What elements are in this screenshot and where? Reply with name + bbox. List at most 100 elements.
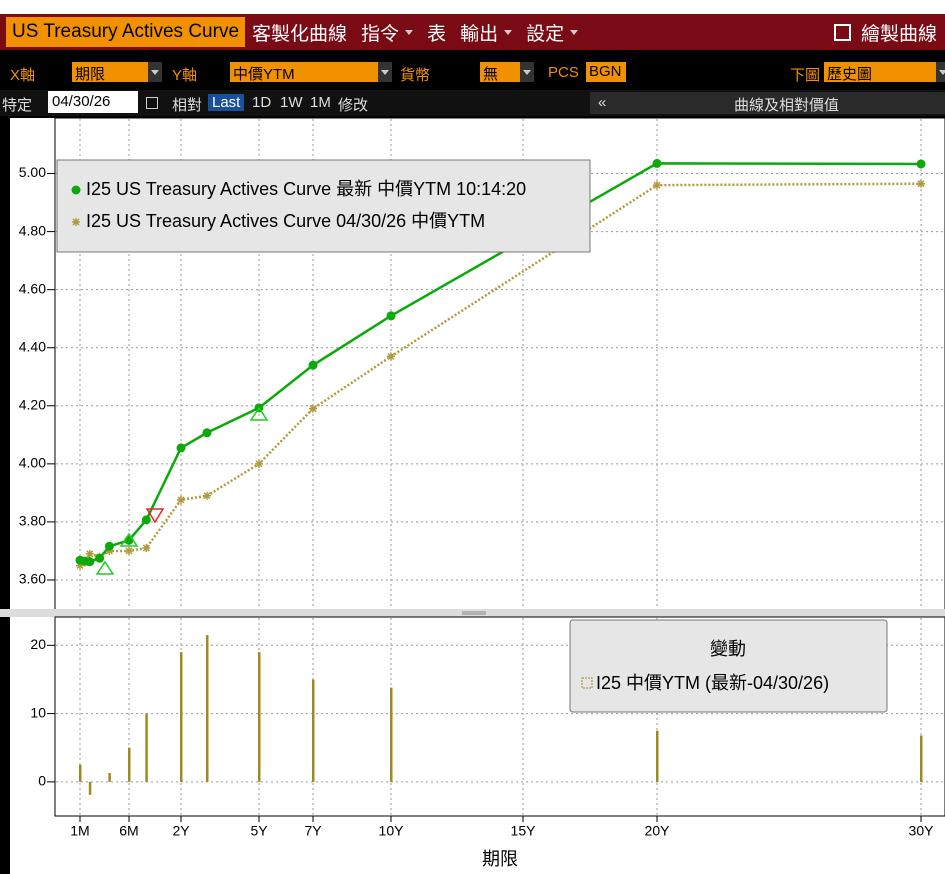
bar <box>108 772 111 782</box>
panel-header <box>590 92 945 114</box>
option[interactable]: 1M <box>310 94 331 111</box>
legend-label: I25 US Treasury Actives Curve 04/30/26 中… <box>86 211 485 231</box>
bar <box>390 687 393 782</box>
y-tick-label: 5.00 <box>19 164 46 180</box>
dropdown-arrow <box>378 62 392 82</box>
menu[interactable]: 客製化曲線 <box>245 19 354 46</box>
menu[interactable]: 設定 <box>519 19 585 46</box>
y-tick-label: 4.40 <box>19 338 46 354</box>
marker <box>72 218 80 226</box>
bar <box>79 764 82 782</box>
date-controls: 特定 04/30/26 相對 Last 1D 1W 1M 修改 « 曲線及相對價… <box>0 90 945 116</box>
menu[interactable]: 指令 <box>354 19 420 46</box>
y-tick-label: 4.80 <box>19 222 46 238</box>
marker <box>386 311 396 321</box>
y-tick-label: 10 <box>30 704 46 720</box>
menu-label: 表 <box>427 23 447 45</box>
menu-label: 設定 <box>526 23 565 45</box>
splitter[interactable] <box>0 609 945 617</box>
grid: 1M 6M 2Y 5Y 7Y 10Y 15Y 20Y 30Y 期限 3.60 3.80 4.00 4.20… <box>19 119 944 869</box>
bar <box>312 679 315 782</box>
control-label: PCS <box>548 64 579 81</box>
y-tick-label: 4.00 <box>19 455 46 471</box>
action-label: 繪製曲線 <box>860 23 937 45</box>
dropdown[interactable]: 無 <box>480 62 520 83</box>
bar <box>128 747 131 782</box>
bar <box>258 652 261 782</box>
signal-down <box>145 508 165 524</box>
toolbar-title[interactable]: US Treasury Actives Curve <box>6 17 246 47</box>
x-tick-label: 5Y <box>250 823 268 839</box>
collapse[interactable]: « <box>598 94 607 111</box>
option[interactable]: 修改 <box>338 97 369 114</box>
marker <box>255 459 263 468</box>
marks <box>75 158 926 795</box>
control-label: 相對 <box>172 97 203 114</box>
control-label: 特定 <box>2 97 33 114</box>
option[interactable]: 1W <box>280 94 303 111</box>
calendar-icon[interactable] <box>146 97 158 109</box>
dropdown-arrow <box>936 62 945 82</box>
marker <box>142 544 151 553</box>
y-tick-label: 3.60 <box>19 571 46 587</box>
marker <box>203 491 211 500</box>
marker <box>653 181 661 190</box>
x-tick-label: 6M <box>119 823 138 839</box>
menu-label: 客製化曲線 <box>252 23 348 45</box>
marker <box>95 553 105 563</box>
menu-label: 指令 <box>361 23 400 45</box>
option[interactable]: Last <box>208 94 245 111</box>
input[interactable]: BGN <box>586 62 626 82</box>
dropdown[interactable]: 期限 <box>72 62 148 83</box>
panel-title: 曲線及相對價值 <box>734 97 840 114</box>
marker <box>85 557 95 567</box>
y-tick-label: 4.20 <box>19 396 46 412</box>
caret <box>504 29 513 35</box>
dropdown[interactable]: 歷史圖 <box>824 62 936 83</box>
action-button[interactable]: 繪製曲線 <box>833 19 937 46</box>
marker <box>141 515 151 525</box>
marker <box>125 546 133 555</box>
marker <box>76 561 84 570</box>
x-axis-title: 期限 <box>482 849 518 869</box>
marker <box>387 352 395 361</box>
control-label: Y軸 <box>172 67 198 84</box>
caret <box>405 29 414 35</box>
legend-label: I25 中價YTM (最新-04/30/26) <box>596 673 829 693</box>
marker <box>105 546 114 555</box>
y-tick-label: 20 <box>30 636 46 652</box>
y-tick-label: 0 <box>38 773 46 789</box>
marker <box>124 535 134 545</box>
axis-controls: X軸 期限 Y軸 中價YTM 貨幣 無 PCS BGN 下圖 歷史圖 <box>8 60 945 86</box>
option[interactable]: 1D <box>252 94 272 111</box>
y-tick-label: 4.60 <box>19 280 46 296</box>
legend-label: I25 US Treasury Actives Curve 最新 中價YTM 1… <box>86 179 526 199</box>
marker <box>85 549 94 558</box>
x-tick-label: 20Y <box>645 823 671 839</box>
marker <box>104 541 114 551</box>
dropdown[interactable]: 中價YTM <box>230 62 378 83</box>
toolbar: US Treasury Actives Curve 客製化曲線 指令 表 輸出 … <box>0 14 945 50</box>
x-tick-label: 10Y <box>379 823 405 839</box>
legends: I25 US Treasury Actives Curve 最新 中價YTM 1… <box>56 159 888 713</box>
bar <box>180 652 183 782</box>
x-tick-label: 15Y <box>511 823 537 839</box>
marker <box>308 360 318 370</box>
x-tick-label: 7Y <box>304 823 322 839</box>
menu[interactable]: 輸出 <box>453 19 519 46</box>
date-input[interactable]: 04/30/26 <box>48 91 138 113</box>
marker <box>71 185 81 195</box>
marker <box>176 443 186 453</box>
dropdown-arrow <box>148 62 162 82</box>
signal-up <box>95 560 115 575</box>
dropdown-arrow <box>520 62 534 82</box>
legend-box <box>569 619 888 713</box>
control-label: 下圖 <box>790 67 821 84</box>
top-margin <box>0 0 945 14</box>
legend-box <box>56 159 591 253</box>
bar <box>920 735 923 782</box>
menu[interactable]: 表 <box>420 19 453 46</box>
x-tick-label: 1M <box>70 823 89 839</box>
x-tick-label: 30Y <box>909 823 935 839</box>
